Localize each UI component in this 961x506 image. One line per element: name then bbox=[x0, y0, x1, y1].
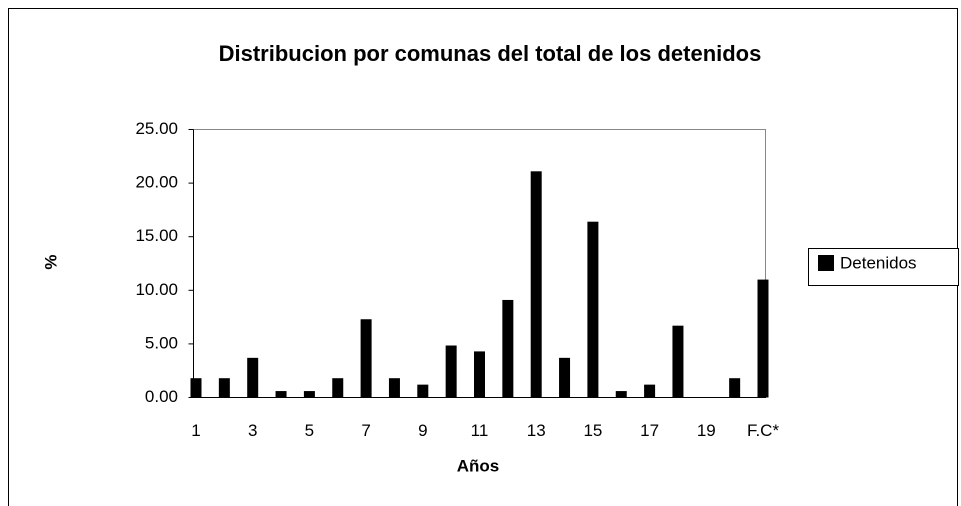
bar bbox=[303, 391, 315, 398]
bar bbox=[275, 391, 287, 398]
x-tick-label: 13 bbox=[527, 421, 546, 440]
bar bbox=[530, 171, 542, 398]
x-tick-label: 17 bbox=[640, 421, 659, 440]
legend-swatch bbox=[818, 255, 834, 271]
bar bbox=[644, 384, 656, 398]
bar bbox=[247, 357, 259, 398]
legend-box bbox=[808, 248, 959, 286]
x-tick-label: 11 bbox=[471, 421, 489, 440]
bar bbox=[445, 345, 457, 398]
x-tick-label: F.C* bbox=[747, 421, 780, 440]
x-tick-label: 5 bbox=[305, 421, 314, 440]
y-axis-label: % bbox=[41, 254, 60, 269]
bar bbox=[332, 378, 344, 398]
y-tick-label: 5.00 bbox=[145, 333, 178, 352]
x-tick-label: 15 bbox=[583, 421, 602, 440]
bar bbox=[417, 384, 429, 398]
x-tick-label: 9 bbox=[418, 421, 427, 440]
y-tick-label: 15.00 bbox=[135, 226, 178, 245]
bar bbox=[360, 319, 372, 398]
x-tick-label: 3 bbox=[248, 421, 257, 440]
x-tick-label: 7 bbox=[361, 421, 370, 440]
y-tick-label: 20.00 bbox=[135, 173, 178, 192]
bar bbox=[615, 391, 627, 398]
y-tick-label: 10.00 bbox=[135, 280, 178, 299]
chart-title: Distribucion por comunas del total de lo… bbox=[219, 41, 762, 66]
bar bbox=[474, 351, 485, 398]
x-axis-label: Años bbox=[457, 456, 500, 475]
y-tick-label: 25.00 bbox=[135, 119, 178, 138]
x-tick-label: 1 bbox=[191, 421, 200, 440]
bar bbox=[729, 378, 741, 398]
bar bbox=[559, 357, 571, 398]
y-tick-label: 0.00 bbox=[145, 387, 178, 406]
bar bbox=[587, 221, 599, 398]
bar bbox=[388, 378, 400, 398]
bar bbox=[757, 279, 769, 398]
bar bbox=[672, 325, 684, 398]
bar bbox=[502, 299, 514, 398]
bar bbox=[218, 378, 230, 398]
bar bbox=[190, 378, 202, 398]
x-tick-label: 19 bbox=[697, 421, 716, 440]
legend-label: Detenidos bbox=[840, 253, 917, 272]
